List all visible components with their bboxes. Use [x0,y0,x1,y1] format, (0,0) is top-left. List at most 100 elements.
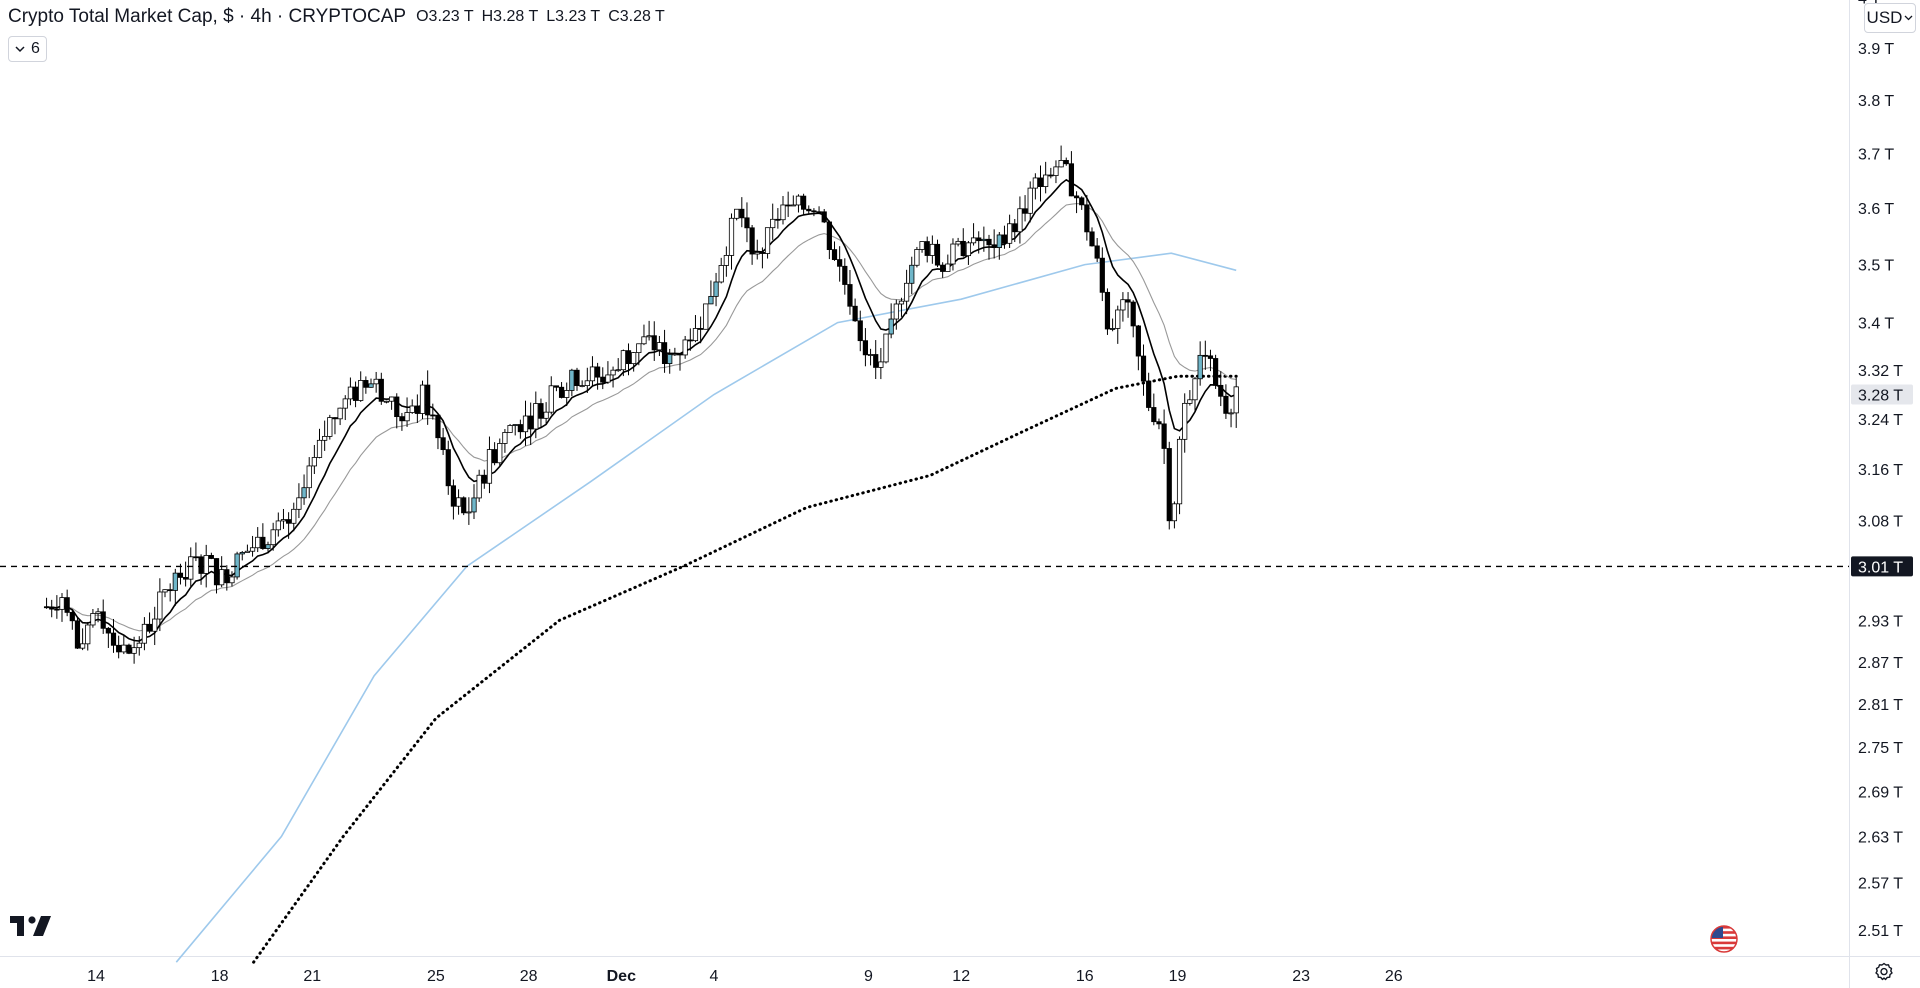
candle-218 [1166,441,1172,530]
candle-158 [857,310,863,352]
candle-175 [945,254,951,272]
candle-38 [239,551,245,561]
candle-212 [1135,324,1141,371]
tradingview-logo-icon[interactable] [10,916,52,938]
candle-59 [347,377,354,406]
x-tick-label-8: 12 [952,968,970,985]
candle-138 [754,239,760,260]
candle-67 [389,396,395,410]
candle-190 [1022,195,1028,222]
y-tick-label-4: 3.6 T [1858,201,1894,218]
candle-94 [528,402,534,445]
candle-208 [1115,305,1121,344]
candle-220 [1176,436,1183,515]
candle-155 [842,258,848,295]
candle-152 [826,220,832,260]
candle-17 [131,636,137,664]
candle-73 [419,380,426,420]
candle-3 [59,593,65,622]
candle-89 [502,429,508,453]
y-tick-label-16: 2.63 T [1858,830,1903,847]
candle-173 [934,239,941,268]
candle-25 [172,568,178,606]
candle-72 [414,394,420,423]
price-axis[interactable]: 4 T3.9 T3.8 T3.7 T3.6 T3.5 T3.4 T3.32 T3… [1851,0,1913,940]
candle-180 [970,223,977,246]
candle-46 [280,508,287,529]
candle-217 [1161,409,1167,464]
candle-112 [620,349,626,377]
y-tick-label-9: 3.16 T [1858,462,1903,479]
candle-78 [445,440,451,495]
candle-98 [548,376,554,415]
gear-icon[interactable] [1874,962,1894,982]
candle-10 [95,608,101,623]
candle-75 [430,403,436,420]
y-tick-label-1: 3.9 T [1858,41,1894,58]
candle-118 [651,321,657,361]
candle-134 [734,208,740,221]
ohlc-high: H3.28 T [481,8,539,25]
candle-119 [656,335,663,357]
candle-186 [1001,225,1008,249]
candle-37 [234,551,240,580]
candle-133 [728,213,735,270]
candle-202 [1084,194,1090,241]
candle-157 [852,298,858,322]
candle-44 [270,522,276,551]
candle-205 [1099,247,1105,302]
candle-48 [291,502,297,532]
y-tick-label-5: 3.5 T [1858,258,1894,275]
candle-146 [795,194,802,213]
x-tick-label-2: 21 [303,968,321,985]
candle-30 [198,554,204,585]
candle-182 [981,226,987,252]
candle-216 [1156,418,1162,430]
candle-160 [867,348,874,366]
candle-104 [579,380,585,388]
candle-230 [1228,408,1234,428]
chart-title[interactable]: Crypto Total Market Cap, $ · 4h · CRYPTO… [8,6,407,27]
time-axis[interactable]: 14 18 21 25 28 Dec 4 9 12 16 19 23 26 [87,968,1403,985]
candle-111 [615,358,621,372]
candle-0 [43,597,50,609]
candle-223 [1192,376,1198,412]
indicators-count: 6 [31,40,40,57]
candle-97 [543,402,549,425]
x-tick-label-1: 18 [211,968,229,985]
candle-131 [718,257,724,284]
candle-168 [909,256,915,295]
y-tick-label-3: 3.7 T [1858,146,1894,163]
sma-blue-line [175,252,1237,963]
candle-77 [440,427,446,455]
candle-213 [1140,344,1147,396]
candle-11 [100,599,106,634]
candle-58 [342,395,348,421]
candle-207 [1110,318,1116,332]
candle-144 [785,191,791,217]
candle-150 [816,206,822,214]
candle-54 [322,420,328,451]
candle-69 [399,412,405,431]
candle-76 [435,413,441,450]
x-tick-label-7: 9 [864,968,873,985]
candle-24 [167,583,173,602]
candle-53 [316,428,323,459]
candle-201 [1079,196,1085,210]
candle-206 [1104,288,1111,335]
currency-dropdown[interactable]: USD [1864,3,1916,33]
x-tick-label-3: 25 [427,968,445,985]
indicators-toggle-button[interactable]: 6 [8,36,47,62]
candle-171 [924,236,930,263]
candle-228 [1218,371,1224,407]
us-flag-icon[interactable] [1709,924,1739,954]
candle-57 [337,407,343,426]
candle-71 [409,399,415,414]
candle-199 [1068,151,1075,197]
candle-15 [121,634,127,655]
candle-170 [919,241,925,253]
candle-225 [1202,340,1208,370]
candle-70 [404,397,410,427]
